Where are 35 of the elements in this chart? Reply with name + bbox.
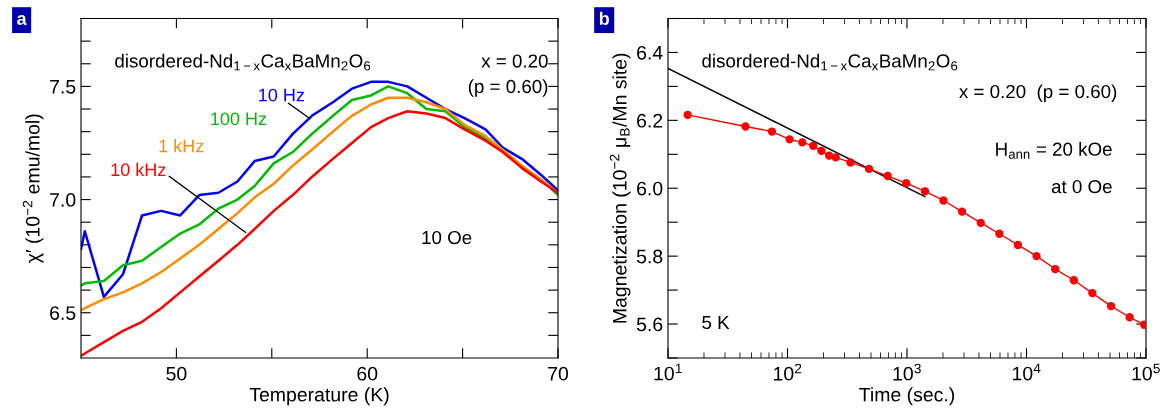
y-tick-label: 6.4 (637, 45, 663, 60)
series-label: 10 Hz (259, 88, 305, 102)
text: 10 kHz (111, 162, 166, 177)
annotation: (p = 0.60) (468, 79, 548, 97)
y-tick-label: 5.6 (636, 317, 663, 332)
y-tick-label: 6.5 (50, 306, 76, 320)
chart-title: a (17, 15, 27, 25)
x-tick-label: 50 (166, 366, 187, 381)
annotation: x = 0.20 (p = 0.60) (959, 84, 1117, 102)
y-tick-label: 5.8 (636, 249, 663, 264)
x-tick-label: 60 (357, 366, 378, 381)
x-axis-title: Time (sec.) (859, 387, 955, 406)
x-tick-label: 10$^{2}$ (774, 363, 802, 381)
x-axis-title: Temperature (K) (249, 387, 389, 406)
x-tick-label: 10$^{1}$ (654, 363, 682, 381)
annotation: at 0 Oe (1051, 180, 1112, 194)
annotation: 10 Oe (422, 230, 472, 245)
y-axis-title: χ′ (10$^{−2}$ emu/mol) (22, 114, 44, 264)
annotation: disordered-Nd$_{1−x}$Ca$_{x}$BaMn$_{2}$O$_{6}$ (702, 53, 958, 71)
text: 100 Hz (211, 112, 267, 126)
y-tick-label: 7.0 (50, 193, 76, 207)
y-tick-label: 6.2 (637, 113, 663, 128)
chart-title: b (599, 11, 609, 25)
y-axis-title: Magnetization (10$^{−2}$ μ$_{B}$/Mn site) (609, 53, 631, 323)
x-tick-label: 10$^{4}$ (1013, 363, 1041, 381)
y-tick-label: 6.0 (637, 181, 663, 196)
x-tick-label: 10$^{5}$ (1132, 363, 1160, 381)
annotation: x = 0.20 (481, 54, 548, 68)
y-tick-label: 7.5 (50, 80, 76, 94)
annotation: disordered-Nd$_{1−x}$Ca$_{x}$BaMn$_{2}$O$_{6}$ (115, 53, 371, 71)
annotation: H$_{ann}$ = 20 kOe (996, 142, 1112, 159)
text: 1 kHz (159, 139, 204, 153)
annotation: 5 K (702, 316, 730, 330)
x-tick-label: 70 (548, 366, 569, 381)
x-tick-label: 10$^{3}$ (893, 363, 921, 381)
